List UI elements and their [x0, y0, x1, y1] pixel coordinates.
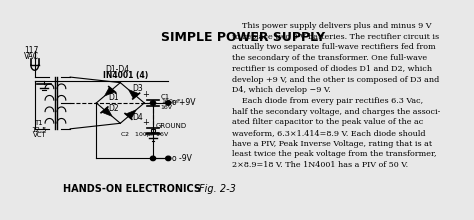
Polygon shape — [126, 110, 136, 119]
Text: 117: 117 — [24, 46, 39, 55]
Text: HANDS-ON ELECTRONICS: HANDS-ON ELECTRONICS — [63, 184, 201, 194]
Text: Fig. 2-3: Fig. 2-3 — [199, 184, 236, 194]
Text: C1: C1 — [161, 94, 170, 100]
Text: D2: D2 — [109, 104, 119, 113]
Text: D1: D1 — [109, 93, 119, 102]
Text: SIMPLE POWER SUPPLY: SIMPLE POWER SUPPLY — [161, 31, 325, 44]
Polygon shape — [128, 90, 139, 98]
Text: +: + — [142, 90, 149, 99]
Text: GROUND: GROUND — [155, 123, 186, 129]
Text: o -9V: o -9V — [172, 154, 191, 163]
Circle shape — [165, 101, 171, 105]
Text: D1-D4: D1-D4 — [105, 66, 129, 74]
Text: o +9V: o +9V — [172, 99, 195, 107]
Circle shape — [165, 156, 171, 161]
Text: +: + — [142, 118, 149, 127]
Text: VCT: VCT — [33, 132, 47, 138]
Text: 12.5: 12.5 — [31, 126, 46, 133]
Text: T1: T1 — [34, 120, 43, 126]
Text: D4: D4 — [132, 113, 143, 122]
Bar — [151, 129, 155, 132]
Text: 100$\mu$F: 100$\mu$F — [161, 97, 182, 106]
Circle shape — [150, 101, 155, 105]
Polygon shape — [102, 108, 112, 116]
Text: C2   100$\mu$F 16V: C2 100$\mu$F 16V — [120, 130, 170, 139]
Text: IN4001 (4): IN4001 (4) — [103, 71, 148, 80]
Text: This power supply delivers plus and minus 9 V
to replace two 9-V batteries. The : This power supply delivers plus and minu… — [232, 22, 441, 169]
Text: 16V: 16V — [161, 105, 173, 110]
Text: VAC: VAC — [24, 52, 39, 60]
Circle shape — [150, 156, 155, 161]
Polygon shape — [104, 87, 115, 96]
Text: D3: D3 — [132, 84, 143, 93]
